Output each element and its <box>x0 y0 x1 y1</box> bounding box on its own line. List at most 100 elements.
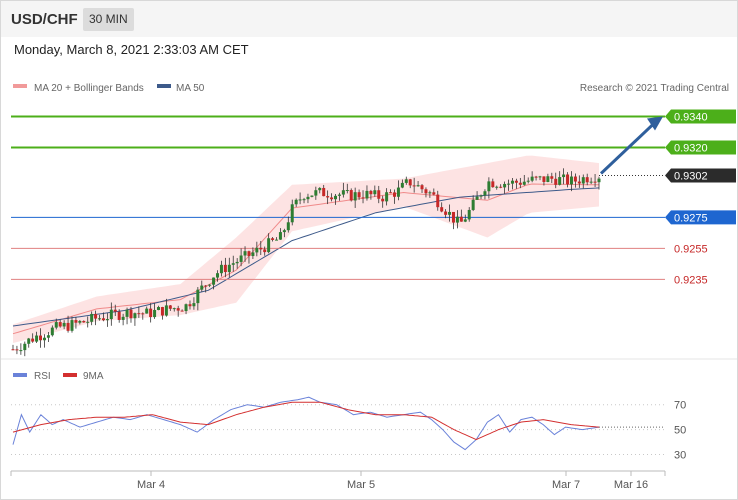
x-tick-label-3: Mar 16 <box>614 479 648 491</box>
candle-body <box>98 318 102 320</box>
candle-body <box>550 176 554 179</box>
candle-body <box>129 309 133 319</box>
candle-body <box>267 238 271 253</box>
candle-body <box>326 196 330 198</box>
candle-body <box>90 313 94 322</box>
candle-body <box>23 343 27 351</box>
credit-text: Research © 2021 Trading Central <box>580 83 729 94</box>
candle-body <box>361 197 365 199</box>
timestamp: Monday, March 8, 2021 2:33:03 AM CET <box>14 42 249 57</box>
candle-body <box>180 310 184 312</box>
bollinger-area <box>13 155 599 343</box>
candle-body <box>62 322 66 327</box>
candle-body <box>275 239 279 241</box>
candle-body <box>432 192 436 195</box>
candle-body <box>581 177 585 184</box>
candle-body <box>153 309 157 318</box>
candle-body <box>491 181 495 188</box>
candle-body <box>306 196 310 200</box>
candle-body <box>499 186 503 188</box>
candle-body <box>101 318 105 321</box>
candle-body <box>50 327 54 336</box>
candle-body <box>542 176 546 182</box>
candle-body <box>278 232 282 240</box>
candle-body <box>593 181 597 183</box>
candle-body <box>440 207 444 212</box>
candle-body <box>223 264 227 273</box>
candle-body <box>577 181 581 184</box>
pair-title: USD/CHF <box>11 11 78 28</box>
level-tag-0.9275 <box>665 210 736 225</box>
candle-body <box>463 219 467 222</box>
candle-body <box>495 186 499 188</box>
candle-body <box>251 252 255 257</box>
candle-body <box>290 204 294 223</box>
candle-body <box>389 192 393 194</box>
candle-body <box>121 316 125 320</box>
candle-body <box>66 322 70 331</box>
rsi-tick-70: 70 <box>674 400 686 412</box>
rsi-ma9-line <box>12 401 600 441</box>
candle-body <box>247 251 251 257</box>
candle-body <box>479 195 483 197</box>
candle-body <box>333 195 337 200</box>
candle-body <box>302 199 306 201</box>
candle-body <box>46 335 50 338</box>
candle-body <box>231 263 235 265</box>
candle-body <box>428 192 432 194</box>
candle-body <box>455 216 459 223</box>
candle-body <box>259 247 263 250</box>
candle-body <box>569 176 573 185</box>
x-tick-label-2: Mar 7 <box>552 479 580 491</box>
candle-body <box>467 209 471 220</box>
candle-body <box>263 249 267 253</box>
ma20-line <box>12 183 600 335</box>
candle-body <box>337 194 341 196</box>
candle-body <box>573 176 577 182</box>
candle-body <box>330 197 334 200</box>
candle-body <box>27 338 31 344</box>
candle-body <box>200 285 204 290</box>
candle-body <box>424 189 428 194</box>
candle-body <box>117 311 121 320</box>
candle-body <box>365 190 369 199</box>
ma9-legend: 9MA <box>83 371 104 382</box>
arrow-head <box>647 116 663 131</box>
candle-body <box>145 308 149 314</box>
candle-body <box>558 177 562 185</box>
level-label-0.9302: 0.9302 <box>674 170 708 182</box>
candle-body <box>94 313 98 319</box>
level-tag-0.9320 <box>665 140 736 155</box>
candle-body <box>70 320 74 331</box>
candle-body <box>188 304 192 307</box>
candle-body <box>475 196 479 200</box>
candle-body <box>19 350 23 352</box>
candle-body <box>105 319 109 321</box>
timeframe-badge[interactable]: 30 MIN <box>83 8 134 31</box>
level-label-0.9340: 0.9340 <box>674 112 708 124</box>
candle-body <box>141 313 145 315</box>
candle-body <box>157 307 161 310</box>
candle-body <box>74 320 78 323</box>
candle-body <box>349 190 353 201</box>
candle-body <box>503 183 507 188</box>
candle-body <box>82 321 86 323</box>
candle-body <box>471 199 475 210</box>
x-tick-label-1: Mar 5 <box>347 479 375 491</box>
candle-body <box>534 176 538 178</box>
candle-body <box>168 305 172 309</box>
candle-body <box>310 195 314 197</box>
candle-body <box>451 211 455 223</box>
chart-header: USD/CHF 30 MIN <box>1 1 737 37</box>
candle-body <box>396 187 400 197</box>
candle-body <box>459 216 463 222</box>
candle-body <box>381 198 385 202</box>
x-ticks: Mar 4 Mar 5 Mar 7 Mar 16 <box>10 471 666 491</box>
level-tag-0.9302 <box>665 168 736 183</box>
candle-body <box>286 222 290 231</box>
candle-body <box>507 183 511 185</box>
candle-body <box>176 308 180 311</box>
candle-body <box>164 305 168 316</box>
candle-body <box>385 192 389 202</box>
